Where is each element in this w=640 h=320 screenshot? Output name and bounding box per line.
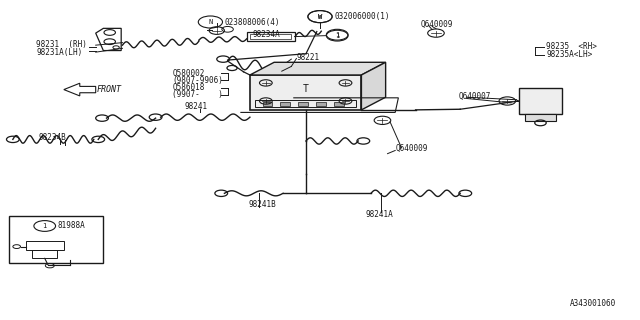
Text: 98235  <RH>: 98235 <RH> <box>546 42 597 51</box>
FancyBboxPatch shape <box>525 114 556 121</box>
Text: Q586018: Q586018 <box>172 83 205 92</box>
Text: FRONT: FRONT <box>97 85 122 94</box>
Text: Q640009: Q640009 <box>420 20 453 29</box>
Text: T: T <box>303 84 308 94</box>
Text: 98234B: 98234B <box>38 133 66 142</box>
Text: W: W <box>318 14 322 20</box>
FancyBboxPatch shape <box>280 102 290 106</box>
Text: 023808006(4): 023808006(4) <box>225 18 280 27</box>
Text: (9907-    ): (9907- ) <box>172 90 223 99</box>
Text: 98241B: 98241B <box>248 200 276 209</box>
Text: Q640007: Q640007 <box>459 92 492 101</box>
Text: 98241A: 98241A <box>366 210 394 219</box>
FancyBboxPatch shape <box>250 75 362 110</box>
Text: 032006000(1): 032006000(1) <box>334 12 390 21</box>
Text: 98241: 98241 <box>185 102 208 111</box>
Text: W: W <box>318 14 322 20</box>
FancyBboxPatch shape <box>519 88 562 114</box>
Text: 98231  (RH): 98231 (RH) <box>36 40 87 49</box>
Text: (9807-9906): (9807-9906) <box>172 76 223 84</box>
Text: 81988A: 81988A <box>58 221 85 230</box>
Text: 98235A<LH>: 98235A<LH> <box>546 50 593 59</box>
Text: 98231A(LH): 98231A(LH) <box>36 48 83 57</box>
FancyBboxPatch shape <box>9 216 103 263</box>
Polygon shape <box>250 62 386 75</box>
FancyBboxPatch shape <box>298 102 308 106</box>
FancyBboxPatch shape <box>316 102 326 106</box>
Text: 98221: 98221 <box>296 53 319 62</box>
Text: 1: 1 <box>43 223 47 229</box>
Text: Q580002: Q580002 <box>172 68 205 77</box>
Polygon shape <box>362 62 386 110</box>
Text: 98234A: 98234A <box>252 30 280 39</box>
Text: N: N <box>208 19 212 25</box>
FancyBboxPatch shape <box>262 102 272 106</box>
FancyBboxPatch shape <box>334 102 344 106</box>
Text: 1: 1 <box>335 32 339 38</box>
Text: Q640009: Q640009 <box>395 144 428 153</box>
Text: 1: 1 <box>335 33 339 39</box>
Text: A343001060: A343001060 <box>570 300 616 308</box>
